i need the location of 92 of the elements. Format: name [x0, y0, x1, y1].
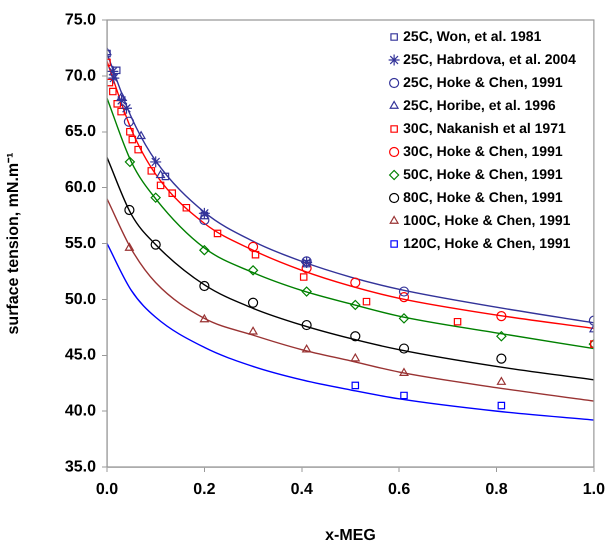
point — [200, 314, 209, 322]
point — [124, 116, 134, 127]
point — [214, 230, 222, 238]
legend-label: 25C, Won, et al. 1981 — [403, 28, 542, 44]
point — [109, 88, 117, 96]
y-tick-label: 35.0 — [64, 458, 96, 476]
point — [362, 298, 370, 306]
x-tick-label: 0.8 — [485, 481, 508, 498]
point — [198, 207, 210, 220]
point — [148, 167, 156, 175]
point — [126, 128, 134, 136]
point — [124, 242, 134, 251]
point — [350, 300, 360, 310]
point — [302, 286, 312, 297]
point — [496, 354, 506, 364]
point — [400, 368, 408, 376]
point — [496, 376, 506, 385]
point — [117, 108, 125, 116]
point — [398, 292, 410, 302]
point — [352, 382, 360, 390]
x-tick-label: 1.0 — [582, 481, 606, 498]
x-axis-title: x-MEG — [325, 526, 376, 544]
point — [398, 343, 410, 354]
x-tick-label: 0.6 — [388, 481, 410, 498]
point — [248, 242, 258, 252]
point — [398, 313, 410, 324]
line-series — [107, 156, 594, 381]
point — [156, 170, 166, 178]
point — [120, 102, 133, 114]
x-tick-label: 0.4 — [290, 481, 313, 498]
point — [112, 66, 121, 74]
point — [302, 320, 312, 330]
point — [199, 280, 210, 292]
point — [128, 136, 136, 144]
y-tick-label: 65.0 — [64, 123, 96, 140]
point — [300, 273, 308, 281]
point — [150, 192, 161, 203]
line-series — [107, 98, 594, 350]
point — [302, 256, 312, 266]
y-tick-label: 75.0 — [64, 11, 96, 28]
point — [498, 402, 506, 410]
legend-label: 100C, Hoke & Chen, 1991 — [403, 212, 571, 228]
point — [117, 92, 126, 100]
point — [454, 318, 462, 326]
y-axis-title: surface tension, mN.m⁻¹ — [5, 152, 22, 334]
point — [398, 286, 410, 297]
legend-label: 25C, Hoke & Chen, 1991 — [403, 74, 563, 90]
point — [302, 344, 312, 353]
point — [400, 392, 408, 400]
point — [124, 204, 134, 216]
point — [124, 156, 135, 168]
legend-label: 30C, Hoke & Chen, 1991 — [403, 142, 563, 159]
legend-label: 50C, Hoke & Chen, 1991 — [403, 166, 563, 182]
point — [248, 298, 258, 308]
legend-label: 80C, Hoke & Chen, 1991 — [403, 188, 563, 205]
point — [300, 256, 313, 269]
point — [200, 212, 208, 220]
legend-label: 25C, Horibe, et al. 1996 — [403, 96, 556, 113]
point — [156, 182, 164, 190]
legend-label: 30C, Nakanish et al 1971 — [403, 120, 566, 136]
y-tick-label: 45.0 — [64, 346, 96, 364]
y-tick-label: 60.0 — [64, 179, 96, 196]
point — [162, 172, 170, 180]
y-tick-label: 55.0 — [64, 234, 96, 252]
point — [150, 156, 162, 168]
point — [136, 131, 146, 140]
point — [113, 100, 122, 108]
point — [350, 331, 360, 342]
x-tick-label: 0.2 — [193, 481, 216, 498]
point — [302, 262, 312, 274]
point — [150, 240, 161, 250]
point — [107, 78, 114, 86]
y-tick-label: 40.0 — [64, 402, 96, 420]
point — [350, 278, 360, 288]
point — [199, 214, 210, 226]
y-tick-label: 70.0 — [64, 67, 96, 84]
point — [116, 94, 128, 107]
point — [302, 260, 310, 268]
point — [496, 331, 506, 342]
point — [252, 250, 260, 258]
point — [248, 265, 258, 276]
point — [182, 204, 190, 212]
point — [199, 245, 210, 256]
y-tick-label: 50.0 — [64, 290, 96, 308]
point — [134, 146, 142, 154]
legend-label: 120C, Hoke & Chen, 1991 — [403, 234, 571, 251]
point — [350, 354, 360, 362]
point — [168, 189, 176, 197]
legend-label: 25C, Habrdova, et al. 2004 — [403, 50, 576, 67]
x-tick-label: 0.0 — [96, 481, 118, 498]
point — [496, 311, 506, 322]
point — [248, 326, 258, 335]
